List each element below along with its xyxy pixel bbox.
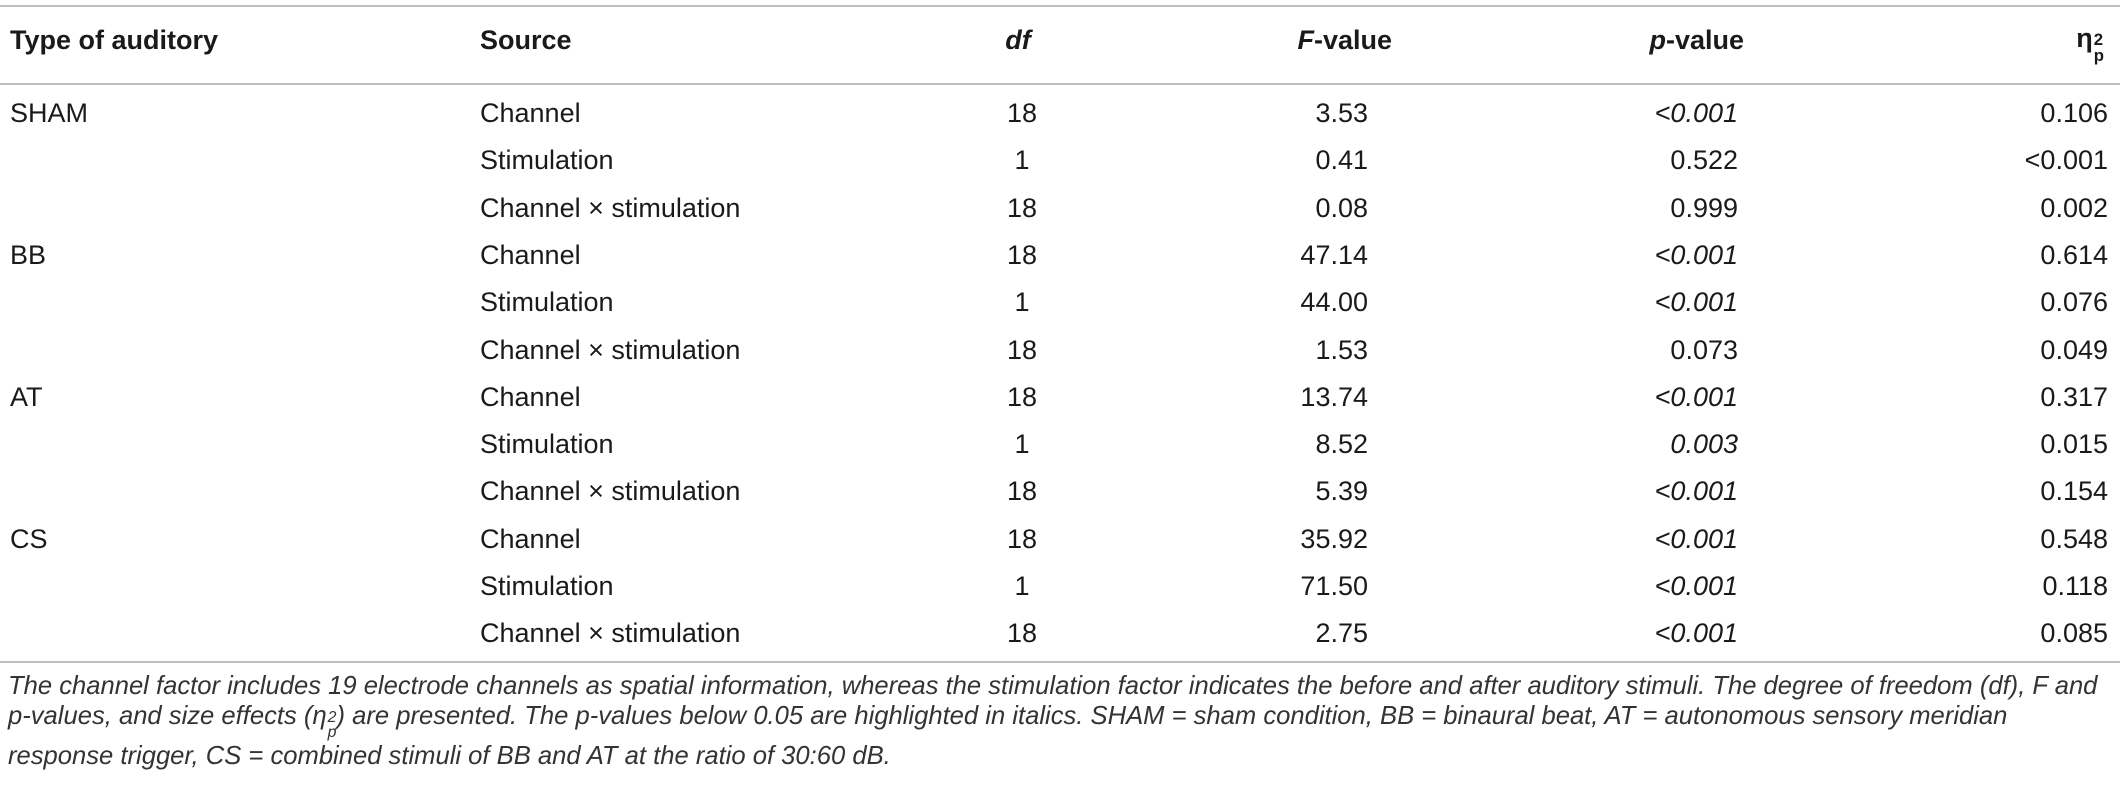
df: 1 bbox=[1014, 145, 1030, 176]
eta-value: 0.118 bbox=[2042, 571, 2108, 601]
footnote-text: ) are presented. The p-values below 0.05… bbox=[8, 701, 2008, 770]
source: Stimulation bbox=[480, 571, 614, 601]
eta-value: 0.548 bbox=[2040, 523, 2108, 554]
eta-value: 0.154 bbox=[2040, 476, 2108, 507]
df: 1 bbox=[1014, 571, 1030, 601]
f-value: 35.92 bbox=[1300, 523, 1368, 554]
source: Stimulation bbox=[480, 287, 614, 318]
eta-value: 0.085 bbox=[2040, 618, 2108, 649]
p-value: <0.001 bbox=[1654, 98, 1738, 128]
source: Channel bbox=[480, 98, 581, 128]
header-p-plain: -value bbox=[1665, 25, 1744, 55]
eta-value: 0.015 bbox=[2040, 429, 2108, 460]
p-value: <0.001 bbox=[1654, 239, 1738, 270]
p-value: 0.522 bbox=[1670, 145, 1738, 176]
eta-value: <0.001 bbox=[2024, 145, 2108, 176]
f-value: 3.53 bbox=[1315, 98, 1368, 128]
df: 18 bbox=[1006, 476, 1038, 507]
eta-value: 0.002 bbox=[2040, 192, 2108, 223]
source: Channel bbox=[480, 239, 581, 270]
header-source: Source bbox=[480, 25, 572, 55]
df: 1 bbox=[1014, 287, 1030, 318]
p-value: <0.001 bbox=[1654, 287, 1738, 318]
source: Channel bbox=[480, 523, 581, 554]
source: Channel × stimulation bbox=[480, 476, 741, 507]
header-rule bbox=[0, 83, 2120, 85]
header-p: p-value bbox=[1649, 23, 1744, 57]
source: Channel × stimulation bbox=[480, 334, 741, 365]
p-value: <0.001 bbox=[1654, 523, 1738, 554]
eta-value: 0.317 bbox=[2040, 381, 2108, 412]
f-value: 47.14 bbox=[1300, 239, 1368, 270]
f-value: 0.41 bbox=[1315, 145, 1368, 176]
p-value: <0.001 bbox=[1654, 381, 1738, 412]
header-f: F-value bbox=[1297, 23, 1392, 57]
df: 18 bbox=[1006, 334, 1038, 365]
f-value: 5.39 bbox=[1315, 476, 1368, 507]
p-value: 0.073 bbox=[1670, 334, 1738, 365]
source: Channel × stimulation bbox=[480, 618, 741, 649]
eta-sub: p bbox=[327, 724, 337, 741]
f-value: 0.08 bbox=[1315, 192, 1368, 223]
eta-base: η bbox=[2076, 23, 2093, 53]
p-value: 0.003 bbox=[1670, 429, 1738, 460]
group-label: AT bbox=[10, 381, 43, 412]
eta-value: 0.614 bbox=[2040, 239, 2108, 270]
source: Stimulation bbox=[480, 429, 614, 460]
f-value: 13.74 bbox=[1300, 381, 1368, 412]
eta-sub: p bbox=[2093, 46, 2104, 66]
f-value: 44.00 bbox=[1300, 287, 1368, 318]
header-f-italic: F bbox=[1297, 25, 1314, 55]
eta-value: 0.076 bbox=[2040, 287, 2108, 318]
df: 18 bbox=[1006, 192, 1038, 223]
f-value: 1.53 bbox=[1315, 334, 1368, 365]
group-label: BB bbox=[10, 239, 47, 270]
df: 1 bbox=[1014, 429, 1030, 460]
source: Channel bbox=[480, 381, 581, 412]
p-value: <0.001 bbox=[1654, 476, 1738, 507]
header-p-bold: p bbox=[1649, 25, 1666, 55]
eta-sup: 2 bbox=[327, 708, 337, 726]
p-value: <0.001 bbox=[1654, 571, 1738, 601]
header-type: Type of auditory bbox=[10, 25, 219, 55]
df: 18 bbox=[1006, 523, 1038, 554]
source: Channel × stimulation bbox=[480, 192, 741, 223]
footnote: The channel factor includes 19 electrode… bbox=[8, 672, 2114, 771]
header-df: df bbox=[1005, 25, 1031, 55]
eta-value: 0.049 bbox=[2040, 334, 2108, 365]
eta-sup: 2 bbox=[2093, 30, 2104, 50]
eta-base: η bbox=[312, 701, 327, 730]
f-value: 2.75 bbox=[1315, 618, 1368, 649]
df: 18 bbox=[1006, 618, 1038, 649]
source: Stimulation bbox=[480, 145, 614, 176]
bottom-rule bbox=[0, 661, 2120, 663]
group-label: SHAM bbox=[10, 98, 89, 128]
df: 18 bbox=[1006, 381, 1038, 412]
eta-value: 0.106 bbox=[2040, 98, 2108, 128]
df: 18 bbox=[1006, 98, 1038, 128]
header-f-plain: -value bbox=[1313, 25, 1392, 55]
group-label: CS bbox=[10, 523, 48, 554]
p-value: <0.001 bbox=[1654, 618, 1738, 649]
df: 18 bbox=[1006, 239, 1038, 270]
p-value: 0.999 bbox=[1670, 192, 1738, 223]
top-rule bbox=[0, 5, 2120, 7]
footnote-text: The channel factor includes 19 electrode… bbox=[8, 672, 2098, 730]
f-value: 8.52 bbox=[1315, 429, 1368, 460]
f-value: 71.50 bbox=[1300, 571, 1368, 601]
